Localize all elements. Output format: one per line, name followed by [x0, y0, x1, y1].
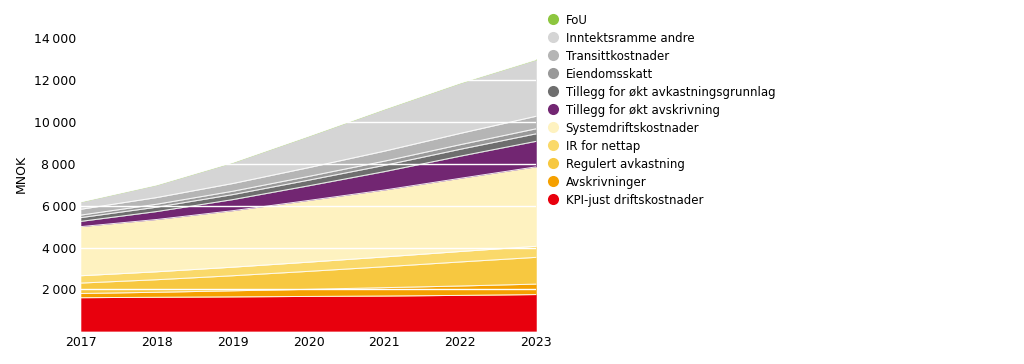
Y-axis label: MNOK: MNOK — [15, 155, 28, 193]
Legend: FoU, Inntektsramme andre, Transittkostnader, Eiendomsskatt, Tillegg for økt avka: FoU, Inntektsramme andre, Transittkostna… — [547, 14, 775, 207]
